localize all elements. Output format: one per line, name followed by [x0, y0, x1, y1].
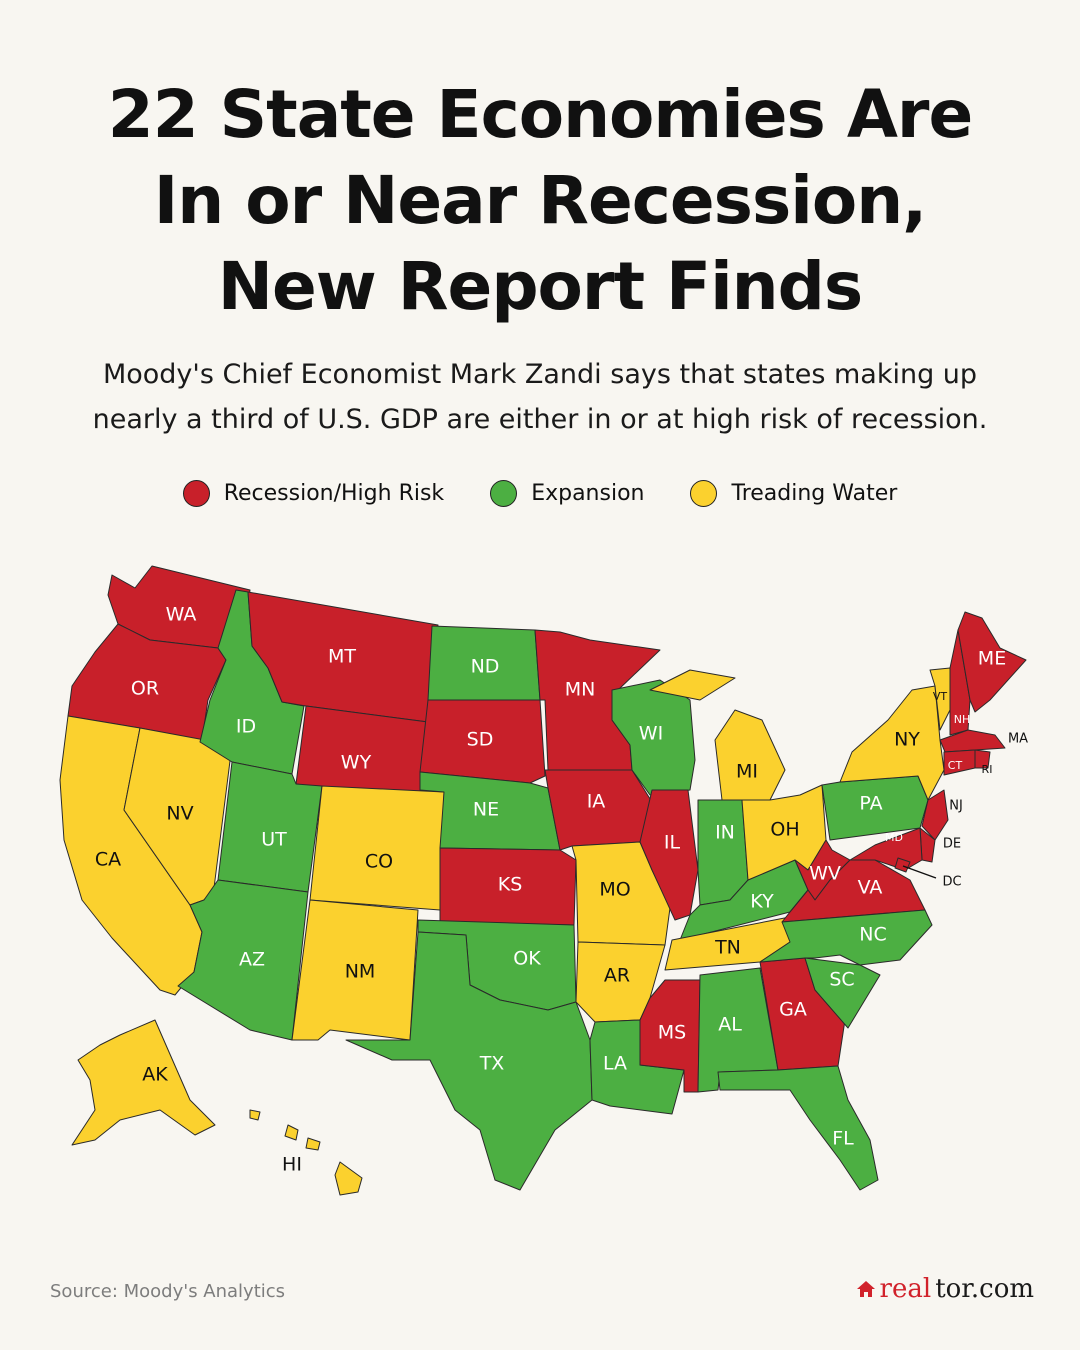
- state-label-dc: DC: [942, 875, 961, 890]
- page-title: 22 State Economies Are In or Near Recess…: [0, 72, 1080, 330]
- realtor-logo: real tor.com: [856, 1274, 1034, 1304]
- title-line-1: 22 State Economies Are: [107, 76, 973, 153]
- state-label-md: MD: [885, 831, 903, 844]
- state-label-ma: MA: [1008, 732, 1028, 747]
- state-label-me: ME: [978, 648, 1006, 670]
- state-il: [639, 789, 699, 921]
- state-label-ne: NE: [473, 799, 499, 821]
- legend-label-recession: Recession/High Risk: [223, 481, 445, 506]
- subtitle-line-2: nearly a third of U.S. GDP are either in…: [92, 404, 988, 435]
- state-nj: [921, 789, 949, 841]
- state-label-ms: MS: [658, 1022, 686, 1044]
- state-label-ny: NY: [894, 729, 920, 751]
- state-label-id: ID: [236, 716, 256, 738]
- subtitle-line-1: Moody's Chief Economist Mark Zandi says …: [102, 359, 978, 390]
- state-label-ga: GA: [779, 999, 807, 1021]
- legend-swatch-treading: [690, 480, 718, 507]
- state-label-mo: MO: [599, 879, 630, 901]
- state-label-nh: NH: [954, 713, 971, 726]
- state-label-ok: OK: [513, 948, 541, 970]
- state-label-ky: KY: [750, 891, 774, 913]
- state-nc: [759, 909, 933, 966]
- brand-text-red: real: [879, 1274, 932, 1304]
- state-label-ct: CT: [948, 759, 963, 772]
- state-co: [309, 785, 445, 911]
- legend-item-treading: Treading Water: [690, 480, 897, 507]
- state-label-oh: OH: [770, 819, 799, 841]
- state-label-va: VA: [858, 877, 883, 899]
- state-label-pa: PA: [859, 793, 882, 815]
- state-label-tn: TN: [714, 937, 741, 959]
- state-label-nd: ND: [471, 656, 500, 678]
- state-sc: [804, 957, 881, 1029]
- state-label-az: AZ: [239, 949, 265, 971]
- state-label-ar: AR: [604, 965, 630, 987]
- state-vt: [929, 667, 951, 731]
- state-ct: [943, 749, 976, 776]
- state-hi: [249, 1109, 363, 1196]
- state-ak: [71, 1019, 216, 1146]
- state-label-ia: IA: [587, 791, 606, 813]
- state-label-wv: WV: [809, 863, 841, 885]
- state-label-il: IL: [664, 832, 681, 854]
- state-label-vt: VT: [933, 690, 948, 703]
- state-label-wy: WY: [341, 752, 372, 774]
- state-nm: [291, 899, 419, 1041]
- state-label-tx: TX: [479, 1053, 505, 1075]
- state-label-ks: KS: [498, 874, 523, 896]
- state-ks: [439, 847, 577, 926]
- legend-label-expansion: Expansion: [531, 481, 645, 506]
- legend-swatch-recession: [182, 480, 210, 507]
- dc-leader-line: [902, 865, 937, 879]
- state-label-de: DE: [943, 837, 961, 852]
- brand-text-dark: tor.com: [935, 1274, 1034, 1304]
- state-label-wa: WA: [166, 604, 197, 626]
- state-sd: [419, 699, 546, 784]
- state-tx: [345, 931, 593, 1191]
- state-me: [957, 611, 1027, 713]
- state-label-hi: HI: [282, 1154, 302, 1176]
- source-note: Source: Moody's Analytics: [50, 1281, 286, 1302]
- legend-item-recession: Recession/High Risk: [182, 480, 445, 507]
- legend-item-expansion: Expansion: [490, 480, 644, 507]
- state-label-nv: NV: [166, 803, 193, 825]
- state-label-ca: CA: [95, 849, 121, 871]
- house-icon: [856, 1281, 875, 1297]
- state-label-in: IN: [715, 822, 735, 844]
- state-label-mn: MN: [565, 679, 596, 701]
- state-label-sc: SC: [829, 969, 854, 991]
- title-line-2: In or Near Recession,: [153, 162, 928, 239]
- state-label-mi: MI: [736, 761, 758, 783]
- state-label-nj: NJ: [949, 799, 963, 814]
- state-label-or: OR: [131, 678, 159, 700]
- legend-label-treading: Treading Water: [731, 481, 898, 506]
- legend-swatch-expansion: [490, 480, 518, 507]
- state-label-co: CO: [365, 851, 393, 873]
- state-label-mt: MT: [328, 646, 356, 668]
- state-label-sd: SD: [467, 729, 494, 751]
- subtitle: Moody's Chief Economist Mark Zandi says …: [0, 352, 1080, 442]
- state-label-al: AL: [718, 1014, 742, 1036]
- state-label-fl: FL: [832, 1128, 854, 1150]
- state-label-ut: UT: [261, 829, 287, 851]
- state-label-nc: NC: [859, 924, 886, 946]
- state-fl: [717, 1065, 879, 1191]
- state-az: [177, 879, 309, 1041]
- title-line-3: New Report Finds: [217, 248, 863, 325]
- state-label-la: LA: [603, 1053, 627, 1075]
- state-label-wi: WI: [639, 723, 663, 745]
- state-label-nm: NM: [345, 961, 376, 983]
- legend: Recession/High Risk Expansion Treading W…: [0, 480, 1080, 507]
- state-label-ri: RI: [982, 763, 993, 776]
- state-dc: [894, 857, 911, 873]
- state-label-ak: AK: [142, 1064, 168, 1086]
- state-ny: [839, 685, 945, 801]
